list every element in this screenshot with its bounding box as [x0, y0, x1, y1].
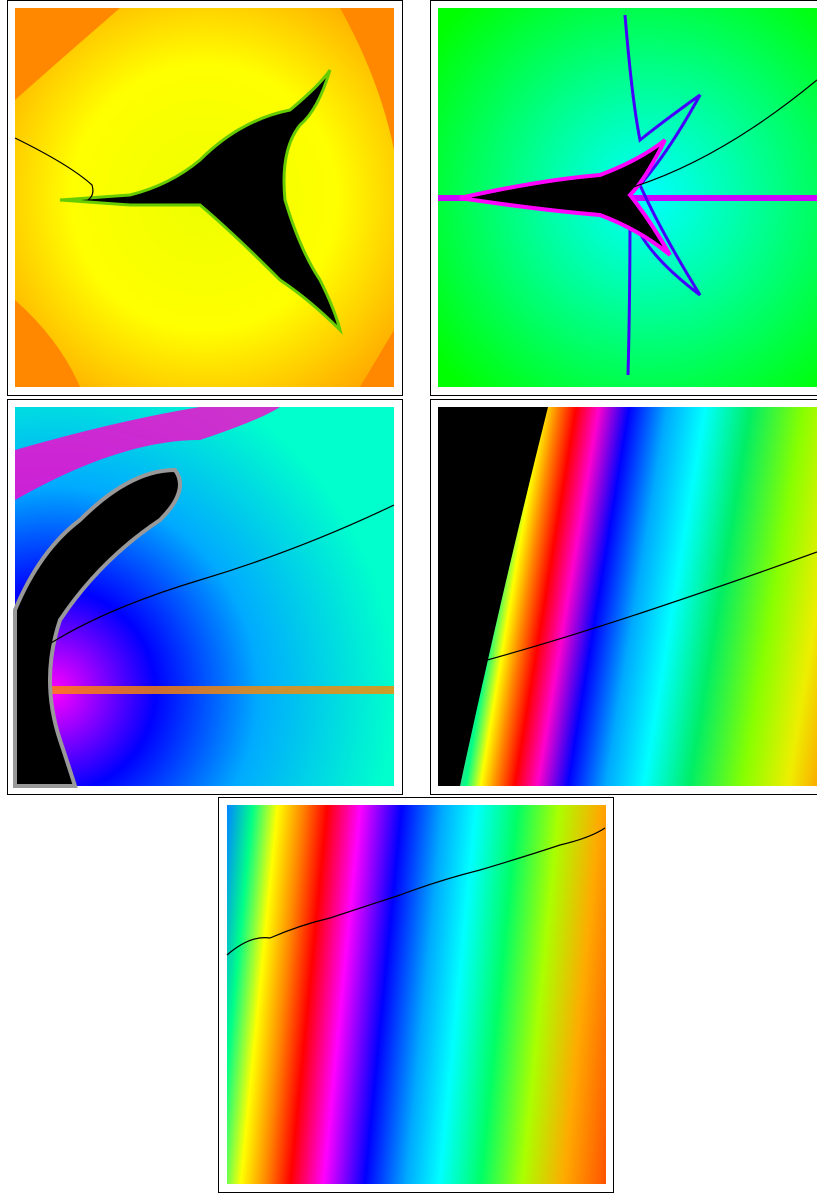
panel	[7, 399, 403, 795]
orbit-curve	[479, 551, 817, 663]
orbit-curve	[39, 504, 395, 651]
panel	[430, 399, 817, 795]
fractal-set	[59, 69, 343, 335]
fractal-region	[15, 8, 394, 387]
panel	[7, 0, 403, 396]
fractal-set	[438, 407, 548, 786]
orbit-curve	[226, 827, 606, 956]
fractal-set	[459, 138, 672, 257]
fractal-stripes	[227, 805, 606, 1184]
panel	[430, 0, 817, 396]
fractal-set	[13, 467, 182, 788]
fractal-region	[15, 407, 280, 500]
panel	[218, 797, 614, 1193]
orbit-curve	[14, 137, 94, 201]
orbit-curve	[629, 79, 817, 189]
